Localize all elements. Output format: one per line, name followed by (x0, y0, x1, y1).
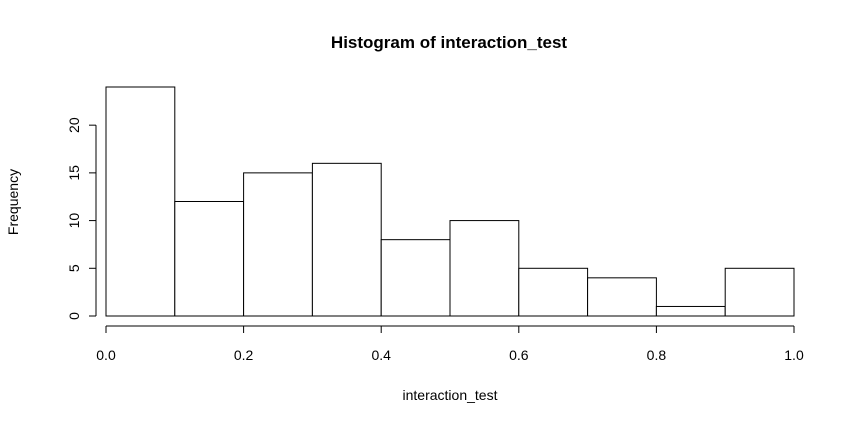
x-tick-label: 0.4 (371, 347, 391, 363)
histogram-bar-8 (655, 305, 726, 317)
x-tick-label: 0.8 (647, 347, 667, 363)
x-axis-label: interaction_test (403, 387, 498, 403)
histogram-bar-0 (105, 86, 176, 317)
y-axis-label: Frequency (5, 169, 21, 235)
x-tick-label: 0.0 (96, 347, 116, 363)
y-axis: 0 5 10 15 20 (66, 117, 97, 320)
histogram-bar-5 (449, 220, 520, 317)
histogram-bar-7 (587, 277, 657, 317)
y-tick-label: 5 (66, 264, 82, 272)
y-tick-label: 10 (66, 213, 82, 229)
y-tick-label: 15 (66, 165, 82, 181)
y-tick-label: 20 (66, 117, 82, 133)
x-tick-label: 0.2 (234, 347, 254, 363)
x-tick-label: 1.0 (784, 347, 804, 363)
chart-title: Histogram of interaction_test (331, 33, 567, 52)
x-tick-label: 0.6 (509, 347, 529, 363)
x-axis: 0.0 0.2 0.4 0.6 0.8 1.0 (96, 325, 804, 363)
histogram-bar-1 (174, 200, 245, 317)
histogram-bar-2 (243, 172, 313, 317)
histogram-bar-6 (518, 267, 589, 317)
y-tick-label: 0 (66, 312, 82, 320)
histogram-bar-3 (311, 162, 382, 317)
histogram-bar-9 (724, 267, 795, 317)
bars-group (105, 86, 795, 317)
histogram-bar-4 (380, 239, 451, 317)
